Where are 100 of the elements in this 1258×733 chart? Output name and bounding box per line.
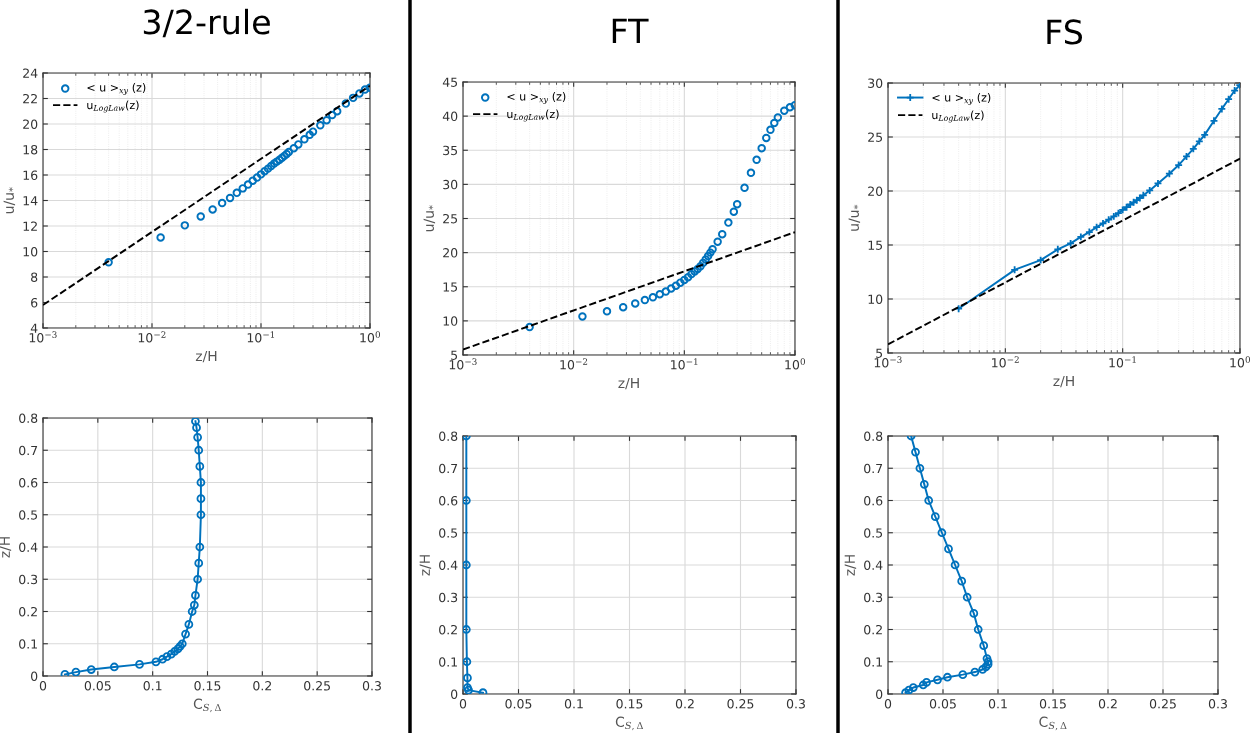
y-tick-label: 30: [443, 179, 458, 190]
y-tick-label: 0.6: [864, 495, 883, 506]
y-tick-label: 0.8: [19, 413, 38, 423]
y-tick-label: 0.6: [19, 477, 38, 488]
y-tick-label: 0.6: [439, 495, 458, 506]
y-tick-label: 0.7: [439, 463, 458, 474]
chart-title: FS: [1047, 19, 1083, 45]
y-axis-title: z/H: [844, 555, 857, 576]
y-tick-label: 25: [868, 132, 883, 142]
y-tick-label: 10: [868, 294, 883, 304]
y-tick-label: 0.8: [864, 431, 883, 441]
y-tick-label: 0: [31, 671, 38, 681]
x-axis-title: C$_{S,Δ}$: [1039, 716, 1067, 731]
y-tick-label: 0.3: [19, 574, 38, 585]
y-tick-label: 0: [876, 689, 883, 699]
y-tick-label: 8: [31, 272, 38, 282]
y-tick-label: 0.4: [19, 542, 38, 552]
x-axis-title: z/H: [1053, 375, 1074, 388]
y-tick-label: 18: [23, 144, 38, 155]
y-axis-title: z/H: [0, 537, 12, 558]
y-tick-label: 20: [868, 186, 883, 196]
y-tick-label: 24: [23, 68, 38, 78]
legend-label: < u >$_{xy}$ (z): [507, 92, 566, 104]
x-tick-label: 10$^{0}$: [360, 331, 381, 343]
x-tick-label: 0.3: [362, 681, 381, 691]
legend-label: u$_{LogLaw}$(z): [87, 100, 139, 113]
y-tick-label: 30: [868, 78, 883, 88]
x-tick-label: 10$^{−1}$: [1109, 356, 1136, 368]
y-tick-label: 14: [23, 196, 38, 206]
x-tick-label: 10$^{−2}$: [560, 358, 588, 370]
legend-label: u$_{LogLaw}$(z): [507, 109, 559, 122]
y-tick-label: 5: [876, 348, 883, 358]
x-tick-label: 10$^{0}$: [785, 358, 806, 370]
y-tick-label: 45: [442, 77, 458, 87]
y-tick-label: 15: [443, 282, 458, 292]
chart-title: 3/2-rule: [143, 8, 270, 38]
x-tick-label: 0.3: [1208, 699, 1227, 709]
y-tick-label: 12: [23, 221, 37, 231]
x-tick-label: 0.25: [304, 681, 330, 691]
y-tick-label: 0.5: [439, 528, 458, 538]
y-tick-label: 5: [451, 350, 458, 360]
y-tick-label: 0.1: [19, 639, 37, 649]
x-tick-label: 0.05: [84, 681, 111, 691]
y-tick-label: 40: [442, 111, 458, 122]
y-tick-label: 0.8: [439, 431, 458, 441]
x-tick-label: 10$^{−2}$: [992, 356, 1019, 368]
x-tick-label: 0.1: [988, 699, 1007, 709]
x-tick-label: 0.15: [616, 699, 643, 709]
y-tick-label: 20: [23, 119, 38, 129]
y-tick-label: 0.2: [19, 606, 37, 617]
y-tick-label: 6: [31, 297, 38, 308]
y-tick-label: 22: [23, 93, 37, 104]
y-tick-label: 0.3: [439, 592, 458, 603]
y-tick-label: 0.7: [864, 463, 883, 474]
x-tick-label: 0.2: [1098, 699, 1117, 709]
y-tick-label: 0.4: [864, 560, 883, 570]
y-tick-label: 10: [443, 316, 458, 326]
x-tick-label: 0: [459, 699, 467, 709]
y-tick-label: 0.4: [439, 560, 458, 570]
x-tick-label: 0.25: [727, 699, 754, 709]
x-tick-label: 0: [884, 699, 892, 709]
y-axis-title: z/H: [419, 555, 432, 576]
x-tick-label: 0: [39, 681, 47, 691]
y-tick-label: 20: [443, 248, 458, 258]
x-tick-label: 0.15: [194, 681, 221, 691]
x-tick-label: 0.05: [505, 699, 532, 709]
x-tick-label: 0.2: [675, 699, 694, 709]
x-tick-label: 0.05: [929, 699, 956, 709]
x-tick-label: 0.25: [1149, 699, 1176, 709]
y-tick-label: 35: [443, 145, 458, 156]
x-tick-label: 0.1: [564, 699, 583, 709]
y-tick-label: 0.3: [864, 592, 883, 603]
y-tick-label: 15: [868, 240, 883, 250]
x-tick-label: 10$^{−2}$: [138, 331, 166, 343]
legend-label: u$_{LogLaw}$(z): [932, 110, 984, 123]
x-tick-label: 0.15: [1039, 699, 1066, 709]
chart-title: FT: [612, 18, 649, 44]
y-tick-label: 0.1: [864, 657, 882, 667]
y-tick-label: 0.2: [439, 624, 457, 635]
legend-label: < u >$_{xy}$ (z): [87, 83, 146, 95]
x-tick-label: 10$^{0}$: [1230, 356, 1251, 368]
x-tick-label: 10$^{−1}$: [247, 331, 275, 343]
y-tick-label: 0.7: [19, 445, 38, 456]
y-tick-label: 10: [23, 246, 38, 257]
y-tick-label: 16: [23, 170, 38, 180]
x-axis-title: z/H: [195, 350, 217, 363]
y-tick-label: 0.2: [864, 624, 882, 635]
y-tick-label: 4: [30, 323, 38, 333]
x-tick-label: 0.2: [253, 681, 272, 691]
x-axis-title: z/H: [618, 377, 639, 390]
y-tick-label: 0.5: [864, 528, 883, 538]
x-axis-title: C$_{S,Δ}$: [615, 716, 644, 731]
x-tick-label: 0.3: [786, 699, 805, 709]
y-tick-label: 0.1: [439, 657, 457, 667]
y-axis-title: u/u$_{*}$: [848, 204, 861, 231]
y-tick-label: 0: [451, 689, 458, 699]
y-axis-title: u/u$_{*}$: [3, 187, 16, 214]
y-axis-title: u/u$_{*}$: [423, 205, 436, 232]
x-tick-label: 10$^{−3}$: [29, 331, 57, 343]
x-tick-label: 0.1: [143, 681, 162, 691]
